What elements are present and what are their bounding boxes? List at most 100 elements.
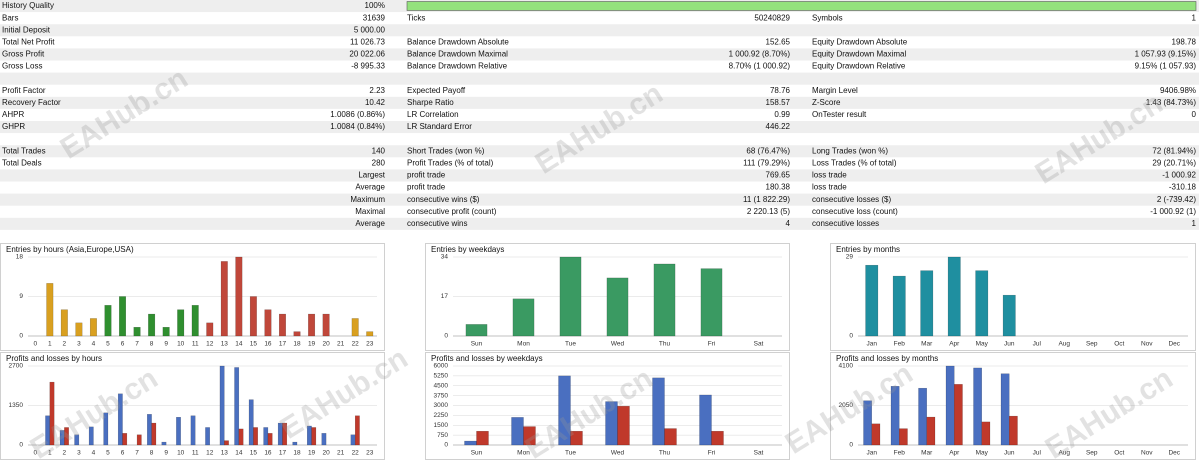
cell-value: 9406.98% [1160, 86, 1196, 95]
cell-label: Balance Drawdown Maximal [407, 50, 508, 59]
bar [559, 256, 582, 337]
bar [89, 318, 97, 337]
cell-value: 769.65 [766, 171, 791, 180]
bar [292, 441, 298, 446]
cell-value: 2 220.13 (5) [747, 207, 790, 216]
x-tick-label: 22 [352, 450, 360, 457]
bar [177, 309, 185, 337]
x-tick-label: Mar [921, 450, 933, 457]
cell-label: profit trade [407, 183, 446, 192]
bar [191, 305, 199, 337]
y-tick-label: 3000 [434, 402, 449, 409]
cell-label: consecutive profit (count) [407, 207, 497, 216]
y-tick-label: 34 [441, 254, 449, 261]
cell-label: Balance Drawdown Absolute [407, 37, 509, 46]
bar [653, 263, 676, 337]
bar [248, 399, 254, 446]
x-tick-label: Fri [708, 450, 716, 457]
cell-label: Profit Factor [2, 86, 46, 95]
x-tick-label: 0 [33, 450, 37, 457]
x-tick-label: 3 [77, 450, 81, 457]
y-tick-label: 2050 [839, 402, 854, 409]
cell-value: 1.0086 (0.86%) [330, 110, 385, 119]
bar [700, 268, 723, 337]
bar [60, 309, 68, 337]
cell-value: 50240829 [754, 13, 790, 22]
cell-label: profit trade [407, 171, 446, 180]
y-tick-label: 3750 [434, 392, 449, 399]
bar [1002, 294, 1016, 337]
x-tick-label: 23 [366, 450, 374, 457]
bar [523, 426, 536, 446]
cell-value: Maximal [355, 207, 385, 216]
y-tick-label: 4100 [839, 363, 854, 370]
x-tick-label: 1 [48, 450, 52, 457]
cell-label: LR Standard Error [407, 122, 472, 131]
chart-title: Profits and losses by months [836, 354, 938, 363]
x-tick-label: 23 [366, 341, 374, 348]
cell-label: consecutive losses ($) [812, 195, 891, 204]
x-tick-label: 7 [135, 450, 139, 457]
x-tick-label: 8 [150, 341, 154, 348]
cell-value: 1 [1192, 13, 1197, 22]
bar [103, 412, 109, 446]
x-tick-label: Sat [754, 341, 764, 348]
row-background [0, 24, 1199, 37]
x-tick-label: Oct [1114, 341, 1124, 348]
cell-value: 72 (81.94%) [1152, 146, 1196, 155]
bar [617, 405, 630, 446]
bar [981, 421, 991, 446]
x-tick-label: 2 [63, 341, 67, 348]
bar [161, 441, 167, 446]
bar [122, 433, 128, 446]
cell-label: Gross Profit [2, 50, 45, 59]
x-tick-label: Thu [659, 450, 671, 457]
bar [711, 430, 724, 446]
x-tick-label: 15 [250, 450, 258, 457]
cell-label: Total Deals [2, 158, 42, 167]
x-tick-label: 16 [264, 341, 272, 348]
x-tick-label: Jun [1004, 341, 1015, 348]
cell-value: 2.23 [369, 86, 385, 95]
bar [264, 309, 272, 337]
cell-label: Long Trades (won %) [812, 146, 888, 155]
cell-value: 11 026.73 [350, 37, 386, 46]
x-tick-label: 5 [106, 450, 110, 457]
bar [219, 365, 225, 446]
x-tick-label: Nov [1141, 450, 1153, 457]
x-tick-label: Sep [1086, 341, 1098, 348]
x-tick-label: Jan [867, 341, 878, 348]
y-tick-label: 18 [16, 254, 24, 261]
row-background [0, 96, 1199, 109]
x-tick-label: Thu [659, 341, 671, 348]
bar [558, 375, 571, 446]
bar [279, 313, 286, 337]
bar [464, 440, 477, 446]
row-background [0, 72, 1199, 85]
cell-value: 152.65 [766, 37, 791, 46]
bar [699, 394, 712, 446]
x-tick-label: Sat [754, 450, 764, 457]
x-tick-label: Dec [1168, 450, 1180, 457]
bar [205, 427, 210, 446]
x-tick-label: Mar [921, 341, 933, 348]
bar [224, 440, 229, 446]
cell-value: 1 000.92 (8.70%) [729, 50, 791, 59]
bar [973, 367, 982, 446]
cell-label: Initial Deposit [2, 25, 51, 34]
bar [871, 423, 881, 446]
x-tick-label: Sun [471, 341, 483, 348]
cell-label: Equity Drawdown Relative [812, 62, 906, 71]
cell-label: consecutive losses [812, 219, 879, 228]
bar [104, 305, 112, 337]
bar [46, 283, 54, 337]
y-tick-label: 29 [846, 254, 854, 261]
bar [234, 367, 240, 446]
x-tick-label: Jul [1033, 341, 1042, 348]
y-tick-label: 0 [849, 333, 853, 340]
cell-value: 8.70% (1 000.92) [729, 62, 791, 71]
x-tick-label: 19 [308, 450, 316, 457]
bar [476, 430, 489, 446]
bar [253, 427, 258, 446]
